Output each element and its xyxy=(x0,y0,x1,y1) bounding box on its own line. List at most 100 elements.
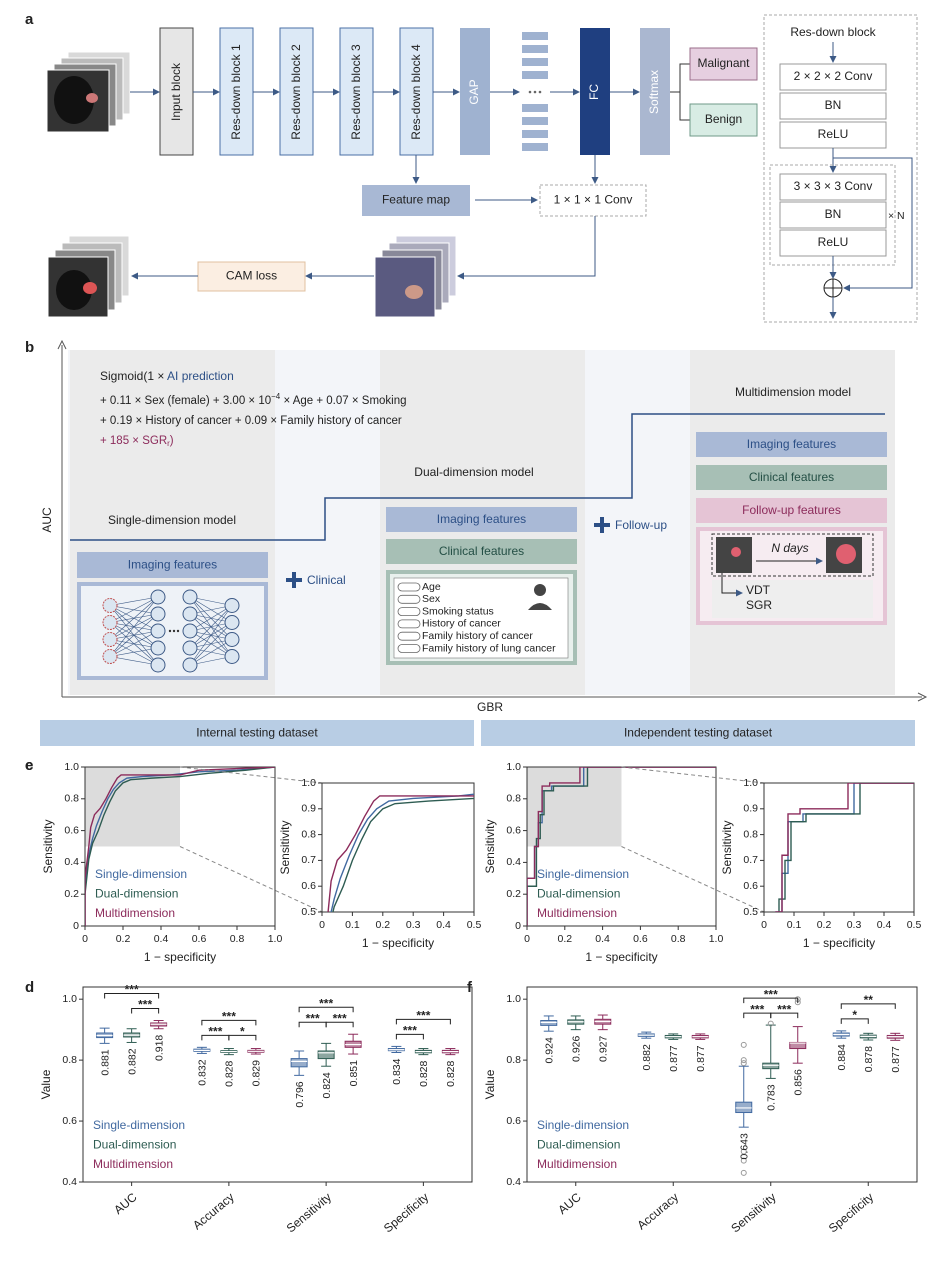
y-tick-label: 0.7 xyxy=(301,854,316,866)
x-tick-label: 0 xyxy=(319,919,325,931)
x-tick-label: 0.8 xyxy=(230,933,245,945)
value-label: 0.878 xyxy=(863,1046,875,1072)
network-node xyxy=(224,632,240,647)
layer-box xyxy=(779,201,887,229)
y-tick-label: 0.9 xyxy=(743,803,758,815)
panel-label: f xyxy=(467,979,473,996)
skip-arrow xyxy=(833,157,913,292)
feature-label: Imaging features xyxy=(747,437,836,451)
output-box xyxy=(689,47,758,81)
y-tick-label: 0.4 xyxy=(506,1176,521,1188)
layer-box xyxy=(779,92,887,120)
significance-label: *** xyxy=(222,1010,236,1024)
feature-box xyxy=(696,498,887,523)
model-label: Dual-dimension model xyxy=(414,465,533,479)
nodule xyxy=(836,544,856,564)
x-axis-label: 1 − specificity xyxy=(144,950,216,964)
feature-box xyxy=(696,465,887,490)
layer-label: BN xyxy=(825,207,842,221)
layer-box xyxy=(779,63,887,91)
x-axis-label: 1 − specificity xyxy=(585,950,657,964)
ring xyxy=(397,619,421,629)
network-node xyxy=(150,606,166,622)
value-label: 0.884 xyxy=(836,1044,848,1070)
y-tick-label: 1.0 xyxy=(506,761,521,773)
x-tick-label: 0.5 xyxy=(907,919,922,931)
y-tick-label: 0.6 xyxy=(62,1115,77,1127)
value-label: 0.829 xyxy=(251,1060,263,1086)
network-node xyxy=(150,589,166,605)
ellipsis-dot xyxy=(176,629,180,633)
plot-frame xyxy=(526,986,918,1183)
panel-label: d xyxy=(25,979,34,996)
res-down-title: Res-down block xyxy=(790,25,876,39)
panel-label: a xyxy=(25,11,34,28)
ct-image xyxy=(47,235,130,318)
y-tick-label: 0 xyxy=(515,920,521,932)
legend-entry: Single-dimension xyxy=(93,1118,185,1132)
nodule xyxy=(731,547,741,557)
y-tick-label: 0.4 xyxy=(64,856,79,868)
x-tick-label: 0.3 xyxy=(847,919,862,931)
clinical-item: Smoking status xyxy=(422,605,494,617)
followup-frame xyxy=(711,533,874,577)
output-label: Malignant xyxy=(697,56,750,70)
followup-item: SGR xyxy=(746,598,772,612)
x-tick-label: 0.1 xyxy=(345,919,360,931)
network-node xyxy=(150,623,166,639)
y-tick-label: 0.8 xyxy=(506,1054,521,1066)
network-edge xyxy=(189,605,233,666)
feature-box xyxy=(696,432,887,457)
value-label: 0.927 xyxy=(598,1036,610,1062)
significance-label: *** xyxy=(416,1009,430,1023)
y-tick-label: 0.6 xyxy=(506,1115,521,1127)
x-tick-label: 1.0 xyxy=(268,933,283,945)
legend-entry: Single-dimension xyxy=(537,867,629,881)
dataset-label: Internal testing dataset xyxy=(196,726,318,740)
layer-label: ReLU xyxy=(818,127,849,141)
x-tick-label: Specificity xyxy=(826,1190,876,1235)
ring xyxy=(397,582,421,592)
bracket xyxy=(670,63,690,121)
panel-label: b xyxy=(25,339,34,356)
x-tick-label: AUC xyxy=(111,1190,140,1217)
y-tick-label: 1.0 xyxy=(506,993,521,1005)
value-label: 0.877 xyxy=(890,1046,902,1072)
formula-part: ) xyxy=(170,435,174,447)
value-label: 0.851 xyxy=(348,1060,360,1086)
plot-frame xyxy=(763,782,915,913)
plus-sign xyxy=(594,517,610,533)
feature-label: Imaging features xyxy=(437,512,526,526)
feature-vector xyxy=(522,32,548,151)
network-edge xyxy=(109,596,159,623)
layer-label: BN xyxy=(825,98,842,112)
softmax-block xyxy=(640,28,670,155)
x-tick-label: 0.5 xyxy=(467,919,482,931)
clinical-item: Sex xyxy=(422,593,441,605)
significance-bracket xyxy=(840,1018,869,1024)
formula-line: + 0.19 × History of cancer + 0.09 × Fami… xyxy=(100,415,402,427)
value-label: 0.881 xyxy=(99,1049,111,1075)
ring xyxy=(397,631,421,641)
x-tick-label: 0.2 xyxy=(375,919,390,931)
layer-box xyxy=(779,229,887,257)
y-tick-label: 0.6 xyxy=(64,824,79,836)
x-tick-label: AUC xyxy=(555,1190,584,1217)
significance-label: ** xyxy=(864,993,874,1007)
value-label: 0.643 xyxy=(739,1133,751,1159)
roc-curve xyxy=(527,767,716,926)
ellipsis-dot xyxy=(172,629,176,633)
network-edge xyxy=(189,639,233,666)
value-label: 0.926 xyxy=(571,1036,583,1062)
network-node xyxy=(150,640,166,656)
value-label: 0.828 xyxy=(224,1060,236,1086)
value-label: 0.783 xyxy=(766,1084,778,1110)
y-tick-label: 1.0 xyxy=(64,761,79,773)
network-diagram xyxy=(102,589,240,673)
y-tick-label: 1.0 xyxy=(743,777,758,789)
axes xyxy=(61,345,922,698)
network-box xyxy=(77,582,268,680)
box xyxy=(762,1062,780,1070)
formula-part: + 185 × SGR xyxy=(100,435,167,447)
